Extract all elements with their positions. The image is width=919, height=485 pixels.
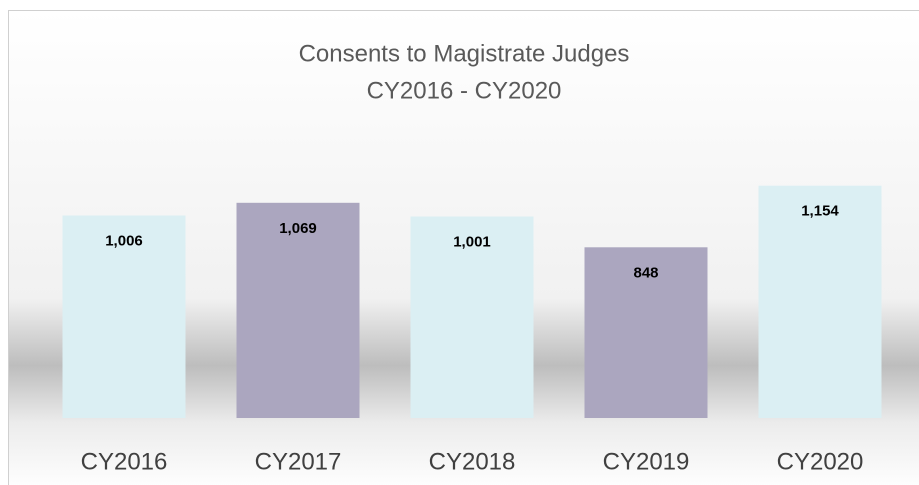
value-label: 1,154 <box>801 203 839 220</box>
x-tick-label: CY2020 <box>777 448 864 475</box>
x-tick-label: CY2017 <box>255 448 342 475</box>
bar <box>584 247 708 418</box>
bar <box>758 185 882 418</box>
bar <box>410 216 534 418</box>
value-label: 1,006 <box>105 232 143 249</box>
value-label: 1,069 <box>279 220 317 237</box>
x-tick-label: CY2018 <box>429 448 516 475</box>
x-tick-label: CY2016 <box>81 448 168 475</box>
bar <box>236 202 360 418</box>
value-label: 848 <box>633 264 658 281</box>
bar <box>62 215 186 418</box>
chart-title: Consents to Magistrate Judges <box>299 40 630 67</box>
chart-subtitle: CY2016 - CY2020 <box>367 77 562 104</box>
value-label: 1,001 <box>453 233 491 250</box>
x-tick-label: CY2019 <box>603 448 690 475</box>
